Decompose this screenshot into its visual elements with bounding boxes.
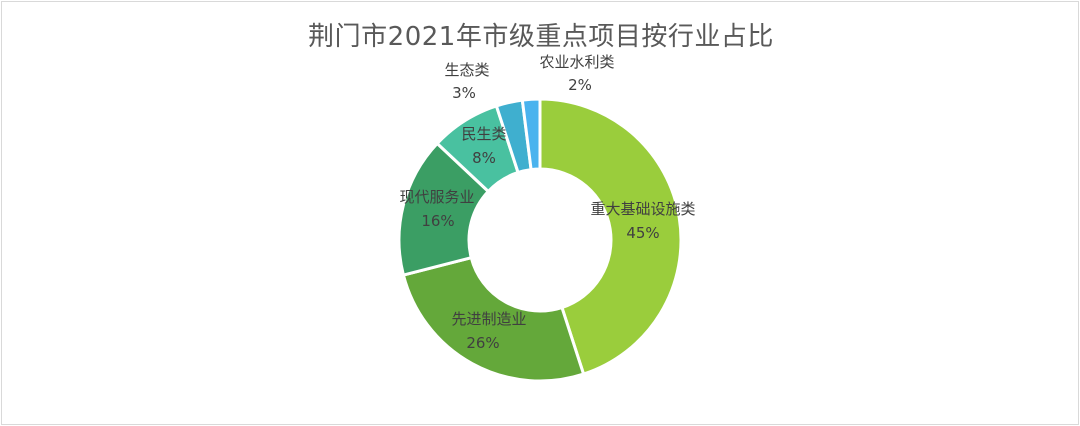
slice-category-label: 生态类 bbox=[444, 61, 489, 79]
donut-slices bbox=[397, 97, 683, 383]
slice-percent-label: 45% bbox=[626, 224, 659, 242]
slice-category-label: 民生类 bbox=[461, 125, 506, 143]
slice-percent-label: 16% bbox=[421, 212, 454, 230]
donut-slice bbox=[401, 255, 586, 383]
slice-labels: 重大基础设施类 45% 先进制造业 26% 现代服务业 16% 民生类 8% 生态类 3% 农业水利… bbox=[399, 53, 695, 352]
donut-slice bbox=[538, 97, 683, 376]
slice-category-label: 农业水利类 bbox=[539, 53, 614, 71]
slice-category-label: 先进制造业 bbox=[451, 310, 526, 328]
slice-category-label: 现代服务业 bbox=[399, 188, 474, 206]
slice-percent-label: 26% bbox=[466, 334, 499, 352]
chart-title: 荆门市2021年市级重点项目按行业占比 bbox=[308, 22, 774, 52]
slice-percent-label: 3% bbox=[452, 84, 476, 102]
slice-percent-label: 8% bbox=[472, 149, 496, 167]
donut-slice bbox=[520, 97, 542, 172]
slice-category-label: 重大基础设施类 bbox=[590, 200, 695, 218]
slice-percent-label: 2% bbox=[568, 76, 592, 94]
